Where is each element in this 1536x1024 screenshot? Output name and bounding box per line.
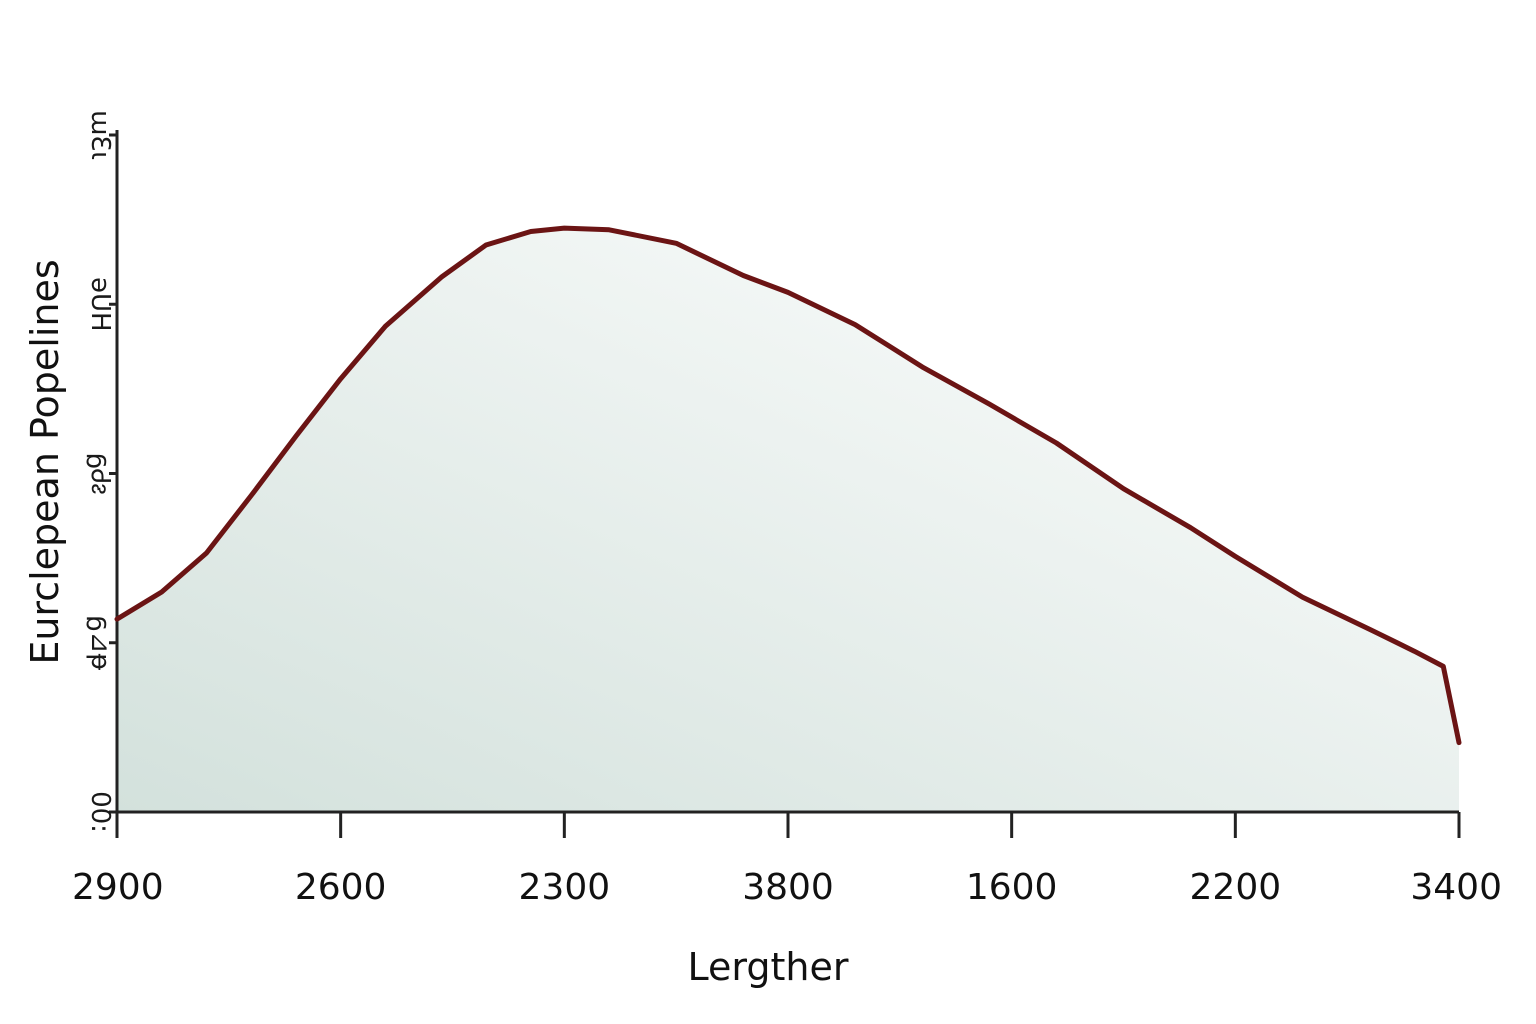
y-axis-title: Eurclepean Popelines — [23, 259, 67, 664]
x-tick-label: 2200 — [1190, 867, 1282, 908]
y-tick-label: ᵷ⊿ᵽ — [85, 615, 115, 671]
y-tick-label: 00: — [85, 791, 115, 833]
y-tick-label: ɯƐɩ — [85, 110, 115, 160]
x-tick-label: 2600 — [295, 867, 387, 908]
x-tick-label: 3400 — [1410, 867, 1502, 908]
x-tick-label: 3800 — [742, 867, 834, 908]
x-tick-label: 2300 — [519, 867, 611, 908]
x-ticks: 2900 2600 2300 3800 1600 2200 3400 — [72, 812, 1502, 908]
series-line — [114, 225, 1462, 746]
y-tick-label: ᵷᏧᴤ — [85, 453, 115, 495]
y-tick-label: ǝUH — [85, 277, 115, 332]
x-tick-label: 2900 — [72, 867, 164, 908]
x-axis-title: Lergther — [688, 945, 849, 989]
area-fill — [117, 228, 1459, 813]
y-ticks: 00: ᵷ⊿ᵽ ᵷᏧᴤ ǝUH ɯƐɩ — [85, 110, 117, 833]
x-tick-label: 1600 — [966, 867, 1058, 908]
